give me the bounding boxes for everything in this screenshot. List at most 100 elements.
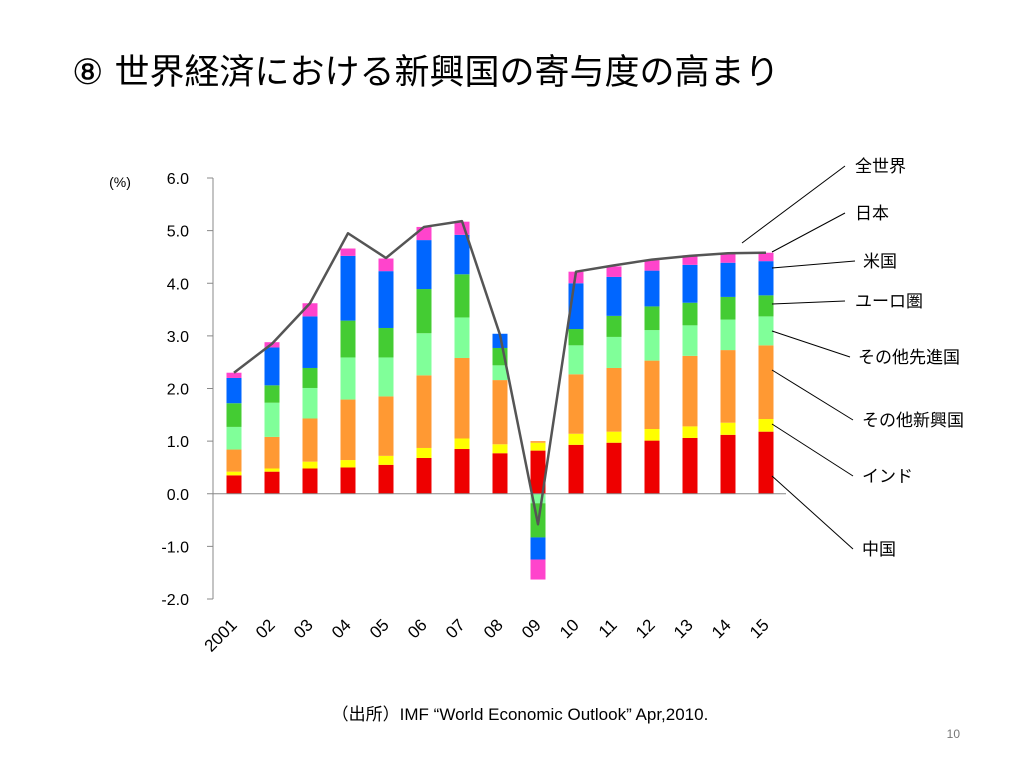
bar-segment xyxy=(226,475,242,494)
bar-segment xyxy=(340,460,356,468)
bar-segment xyxy=(606,276,622,316)
legend-label: 米国 xyxy=(863,252,897,272)
bar-segment xyxy=(568,444,584,494)
bar-segment xyxy=(758,419,774,432)
bar-segment xyxy=(378,464,394,494)
x-tick-label: 15 xyxy=(746,615,773,642)
bar-segment xyxy=(758,345,774,420)
bar-segment xyxy=(682,302,698,326)
bar-segment xyxy=(302,461,318,469)
bar-segment xyxy=(682,426,698,438)
source-note: （出所）IMF “World Economic Outlook” Apr,201… xyxy=(331,705,709,724)
bar-segment xyxy=(530,450,546,494)
bar-segment xyxy=(416,226,432,241)
page-number: 10 xyxy=(946,727,960,741)
x-tick-label: 11 xyxy=(595,615,621,641)
bar-segment xyxy=(568,329,584,346)
bar-segment xyxy=(568,345,584,375)
bar-segment xyxy=(302,468,318,494)
bar-segment xyxy=(606,266,622,277)
bar-segment xyxy=(264,402,280,437)
bar-segment xyxy=(606,336,622,368)
bar-segment xyxy=(606,431,622,443)
bar-segment xyxy=(226,426,242,450)
y-tick-label: 6.0 xyxy=(167,171,189,188)
bar-segment xyxy=(454,449,470,494)
bar-segment xyxy=(340,320,356,358)
bar-segment xyxy=(720,253,736,263)
bar-segment xyxy=(758,252,774,262)
bar-segment xyxy=(264,347,280,386)
bar-segment xyxy=(492,453,508,494)
bar-segment xyxy=(758,431,774,494)
bar-segment xyxy=(454,357,470,439)
y-tick-label: -1.0 xyxy=(161,539,189,556)
x-tick-label: 08 xyxy=(480,615,507,642)
bar-segment xyxy=(302,418,318,462)
bar-segment xyxy=(302,367,318,388)
x-tick-label: 06 xyxy=(404,615,431,642)
unit-label: (%) xyxy=(109,174,131,190)
legend-label: 中国 xyxy=(862,540,896,560)
bar-segment xyxy=(644,440,660,494)
legend-leader-line xyxy=(771,300,846,305)
bar-segment xyxy=(416,240,432,290)
bar-segment xyxy=(530,441,546,443)
x-tick-label: 09 xyxy=(518,615,545,642)
bar-segment xyxy=(340,357,356,400)
bar-segment xyxy=(416,457,432,494)
bar-segment xyxy=(492,380,508,445)
x-tick-label: 12 xyxy=(632,615,659,642)
bar-segment xyxy=(226,471,242,476)
bar-segment xyxy=(454,317,470,358)
bar-segment xyxy=(416,447,432,458)
x-tick-label: 04 xyxy=(328,615,355,642)
bar-segment xyxy=(492,365,508,381)
bar-segment xyxy=(340,399,356,461)
bar-segment xyxy=(378,396,394,456)
bar-segment xyxy=(644,270,660,307)
legend-leader-line xyxy=(771,369,854,421)
bar-segment xyxy=(644,360,660,430)
x-tick-label: 10 xyxy=(556,615,583,642)
legend-label: 日本 xyxy=(855,204,889,224)
slide-title: ⑧ 世界経済における新興国の寄与度の高まり xyxy=(72,53,780,93)
bar-segment xyxy=(720,350,736,423)
bar-segment xyxy=(720,319,736,351)
bar-segment xyxy=(340,248,356,256)
bar-segment xyxy=(378,327,394,358)
y-tick-label: 5.0 xyxy=(167,224,189,241)
bar-segment xyxy=(644,330,660,361)
bar-segment xyxy=(226,403,242,427)
bar-segment xyxy=(264,385,280,403)
x-tick-label: 14 xyxy=(708,615,735,642)
bar-segment xyxy=(492,444,508,454)
bar-segment xyxy=(682,437,698,494)
bar-segment xyxy=(682,264,698,303)
x-tick-label: 03 xyxy=(290,615,317,642)
y-tick-label: 0.0 xyxy=(167,487,189,504)
y-tick-label: 2.0 xyxy=(167,382,189,399)
x-tick-label: 2001 xyxy=(201,615,241,655)
legend-leader-line xyxy=(771,475,854,550)
legend-label: その他先進国 xyxy=(858,348,960,368)
bar-segment xyxy=(530,442,546,451)
legend-leader-line xyxy=(771,260,856,269)
bar-segment xyxy=(378,271,394,328)
bar-segment xyxy=(226,372,242,378)
world-total-line xyxy=(233,219,767,526)
bar-segment xyxy=(682,325,698,356)
legend-leader-line xyxy=(771,330,851,358)
bar-segment xyxy=(264,471,280,494)
bar-segment xyxy=(720,296,736,320)
bar-segment xyxy=(226,449,242,472)
bar-segment xyxy=(758,295,774,317)
bar-segment xyxy=(606,367,622,432)
bar-segment xyxy=(454,274,470,318)
bar-segment xyxy=(682,355,698,427)
bar-segment xyxy=(720,434,736,494)
x-tick-label: 07 xyxy=(442,615,469,642)
bar-segment xyxy=(606,442,622,494)
bar-segment xyxy=(454,438,470,450)
